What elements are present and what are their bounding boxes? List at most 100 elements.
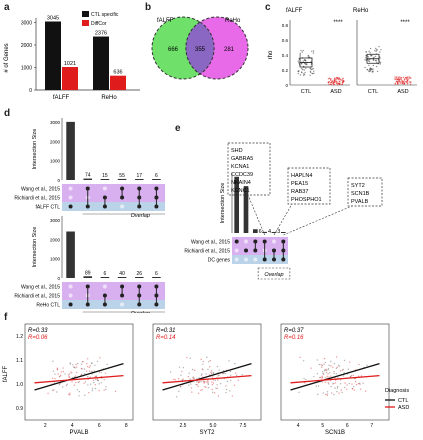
f-point — [91, 390, 94, 392]
e-gene-label: GABRA5 — [231, 156, 253, 162]
chart-c-box: rho fALFF 0 0.2 0.4 0.6 0.8 **** CTL ASD ReHo ****… — [268, 8, 417, 95]
e-gene-label: PEA15 — [291, 181, 308, 187]
f-point — [186, 356, 188, 359]
e-gene-label: SCN1B — [351, 191, 370, 197]
c-point — [301, 51, 303, 53]
upset-dot — [68, 195, 73, 200]
f-point — [68, 373, 71, 375]
c-point — [302, 49, 304, 52]
f-xtick-label: 4 — [297, 423, 300, 429]
f-point — [104, 372, 107, 374]
c-point — [338, 78, 341, 80]
e-gene-connector — [273, 203, 293, 236]
c-ytick-label: 0 — [285, 83, 288, 88]
f-point — [317, 385, 320, 387]
f-point — [75, 381, 77, 384]
f-point — [209, 365, 211, 368]
c-point — [300, 49, 302, 52]
f-point — [326, 391, 329, 393]
upset-ylabel: Intersection Size — [220, 183, 226, 224]
f-point — [213, 392, 216, 394]
f-point — [216, 387, 218, 390]
f-point — [203, 380, 206, 383]
f-asd-fit — [290, 374, 380, 384]
c-point — [299, 74, 302, 76]
c-point — [307, 55, 309, 57]
f-point — [68, 376, 71, 379]
c-point — [327, 77, 330, 80]
f-point — [103, 378, 105, 381]
f-r-ctl: R=0.33 — [28, 328, 48, 334]
upset-bar-label: 6 — [155, 173, 158, 179]
c-point — [327, 81, 330, 83]
upset-bar-label: 6 — [155, 271, 158, 277]
f-point — [93, 370, 95, 372]
f-point — [95, 375, 98, 377]
c-point — [335, 78, 337, 81]
f-point — [351, 388, 354, 390]
f-point — [207, 381, 209, 383]
c-point — [405, 78, 407, 80]
f-point — [343, 372, 345, 374]
upset-bar — [117, 277, 127, 278]
f-point — [333, 372, 335, 375]
f-point — [62, 386, 64, 388]
f-point — [91, 388, 94, 390]
a-xlabel: fALFF — [53, 95, 70, 101]
f-point — [174, 378, 176, 381]
f-point — [99, 357, 101, 359]
c-point — [398, 80, 400, 83]
a-bar-ReHo-1 — [110, 75, 126, 90]
upset-dot — [68, 186, 73, 191]
c-point — [333, 81, 336, 84]
f-point — [81, 368, 83, 370]
f-point — [78, 395, 80, 397]
f-point — [241, 373, 243, 376]
c-point — [308, 56, 310, 58]
f-xlabel: SYT2 — [199, 430, 215, 436]
f-point — [200, 358, 202, 361]
c-point — [399, 77, 402, 79]
upset-bar-label: 17 — [136, 173, 142, 179]
e-gene-box — [227, 142, 271, 196]
upset-ytick-label: 1000 — [50, 159, 61, 164]
upset-bar — [234, 176, 239, 233]
c-point — [379, 63, 381, 65]
f-point — [235, 374, 238, 377]
f-point — [327, 382, 329, 384]
f-point — [89, 365, 92, 367]
f-point — [339, 383, 342, 385]
f-point — [212, 372, 215, 375]
f-point — [326, 375, 328, 378]
f-point — [62, 370, 65, 373]
panel-label-a: a — [4, 2, 10, 13]
c-point — [402, 82, 404, 85]
f-point — [202, 363, 204, 365]
f-ctl-fit — [162, 362, 252, 391]
a-ytick-label: 0 — [29, 88, 32, 94]
c-point — [336, 82, 339, 84]
f-point — [200, 381, 202, 383]
f-point — [65, 384, 68, 387]
f-point — [335, 356, 338, 358]
f-point — [192, 377, 194, 379]
upset-ytick-label: 3000 — [50, 120, 61, 125]
f-point — [219, 382, 222, 385]
f-point — [197, 385, 199, 388]
f-point — [340, 389, 342, 391]
c-point — [302, 73, 305, 75]
f-point — [222, 372, 225, 375]
f-point — [78, 390, 81, 393]
upset-bar-label: 15 — [102, 173, 108, 179]
upset-row-band — [62, 291, 165, 300]
upset-ylabel: Intersection Size — [32, 129, 38, 170]
f-point — [217, 375, 219, 377]
c-point — [394, 76, 396, 78]
f-point — [335, 373, 338, 375]
f-point — [92, 379, 95, 381]
a-legend-ctl-swatch — [82, 11, 89, 17]
f-point — [210, 372, 213, 375]
c-point — [375, 65, 378, 68]
f-point — [71, 372, 73, 374]
f-point — [68, 393, 70, 395]
